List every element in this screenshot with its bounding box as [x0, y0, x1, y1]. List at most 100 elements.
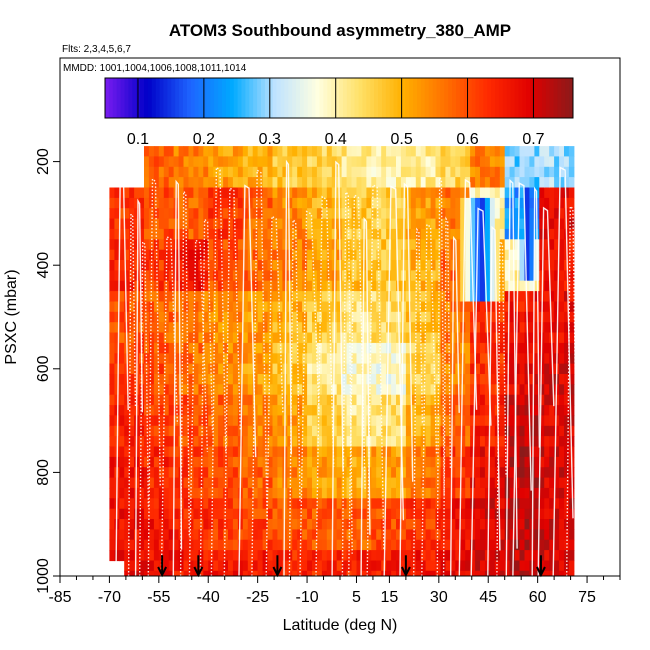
- heatmap-cell: [148, 301, 155, 313]
- heatmap-cell: [119, 208, 125, 220]
- heatmap-cell: [509, 374, 516, 385]
- heatmap-cell: [559, 249, 565, 261]
- heatmap-cell: [218, 477, 224, 489]
- heatmap-cell: [405, 384, 412, 396]
- heatmap-cell: [341, 467, 348, 479]
- heatmap-cell: [109, 498, 115, 510]
- heatmap-cell: [188, 384, 194, 396]
- heatmap-cell: [341, 260, 348, 271]
- heatmap-cell: [144, 498, 150, 510]
- heatmap-cell: [356, 197, 362, 209]
- heatmap-cell: [346, 353, 353, 365]
- heatmap-cell: [228, 249, 234, 261]
- heatmap-cell: [420, 322, 427, 334]
- heatmap-cell: [376, 177, 382, 189]
- heatmap-cell: [386, 477, 392, 489]
- heatmap-cell: [376, 353, 382, 365]
- heatmap-cell: [153, 436, 160, 448]
- heatmap-cell: [213, 374, 219, 385]
- heatmap-cell: [297, 519, 303, 530]
- heatmap-cell: [193, 508, 199, 520]
- heatmap-cell: [292, 156, 298, 168]
- heatmap-cell: [519, 311, 525, 323]
- heatmap-cell: [228, 239, 234, 251]
- heatmap-cell: [292, 477, 298, 489]
- heatmap-cell: [509, 560, 516, 572]
- heatmap-cell: [519, 156, 525, 168]
- heatmap-cell: [504, 249, 511, 261]
- heatmap-cell: [405, 311, 412, 323]
- heatmap-cell: [163, 146, 170, 158]
- colorbar-segment: [545, 78, 551, 118]
- colorbar-segment: [534, 78, 539, 118]
- heatmap-cell: [262, 529, 269, 541]
- heatmap-cell: [519, 208, 525, 220]
- heatmap-cell: [297, 342, 303, 354]
- heatmap-cell: [524, 374, 530, 385]
- heatmap-cell: [307, 353, 313, 365]
- colorbar-segment: [222, 78, 227, 118]
- heatmap-cell: [410, 197, 417, 209]
- heatmap-cell: [148, 477, 155, 489]
- heatmap-cell: [391, 415, 397, 427]
- heatmap-cell: [302, 405, 308, 417]
- heatmap-cell: [420, 467, 427, 479]
- heatmap-cell: [351, 456, 357, 468]
- heatmap-cell: [475, 260, 481, 271]
- heatmap-cell: [480, 550, 486, 562]
- heatmap-cell: [218, 456, 224, 468]
- heatmap-cell: [405, 187, 412, 199]
- heatmap-cell: [529, 228, 535, 240]
- heatmap-cell: [549, 208, 555, 220]
- heatmap-cell: [292, 539, 298, 551]
- heatmap-cell: [499, 332, 506, 344]
- heatmap-cell: [430, 311, 437, 323]
- heatmap-cell: [277, 363, 283, 375]
- heatmap-cell: [312, 197, 318, 209]
- heatmap-cell: [386, 539, 392, 551]
- heatmap-cell: [519, 384, 525, 396]
- heatmap-cell: [460, 228, 466, 240]
- heatmap-cell: [203, 311, 209, 323]
- heatmap-cell: [499, 560, 506, 572]
- heatmap-cell: [262, 477, 269, 489]
- heatmap-cell: [519, 353, 525, 365]
- heatmap-cell: [494, 311, 501, 323]
- heatmap-cell: [489, 208, 496, 220]
- heatmap-cell: [440, 280, 446, 292]
- heatmap-cell: [504, 322, 511, 334]
- heatmap-cell: [188, 467, 194, 479]
- heatmap-cell: [326, 177, 333, 189]
- heatmap-cell: [465, 446, 471, 458]
- heatmap-cell: [124, 228, 130, 240]
- heatmap-cell: [524, 187, 530, 199]
- heatmap-cell: [287, 539, 293, 551]
- heatmap-cell: [460, 560, 466, 572]
- heatmap-cell: [405, 477, 412, 489]
- heatmap-cell: [173, 301, 180, 313]
- heatmap-cell: [376, 519, 382, 530]
- heatmap-cell: [153, 270, 160, 282]
- heatmap-cell: [208, 477, 214, 489]
- colorbar-segment: [202, 78, 207, 118]
- heatmap-cell: [326, 519, 333, 530]
- heatmap-cell: [410, 405, 417, 417]
- heatmap-cell: [484, 156, 491, 168]
- heatmap-cell: [213, 436, 219, 448]
- heatmap-cell: [208, 425, 214, 437]
- heatmap-cell: [460, 177, 466, 189]
- heatmap-cell: [475, 322, 481, 334]
- heatmap-cell: [158, 342, 165, 354]
- heatmap-cell: [564, 291, 570, 303]
- heatmap-cell: [316, 519, 323, 530]
- heatmap-cell: [415, 332, 422, 344]
- heatmap-cell: [242, 353, 249, 365]
- heatmap-cell: [460, 249, 466, 261]
- heatmap-cell: [559, 280, 565, 292]
- heatmap-cell: [381, 166, 387, 178]
- heatmap-cell: [391, 239, 397, 251]
- heatmap-cell: [267, 394, 273, 406]
- colorbar-segment: [366, 78, 371, 118]
- heatmap-cell: [455, 187, 461, 199]
- heatmap-cell: [158, 218, 165, 230]
